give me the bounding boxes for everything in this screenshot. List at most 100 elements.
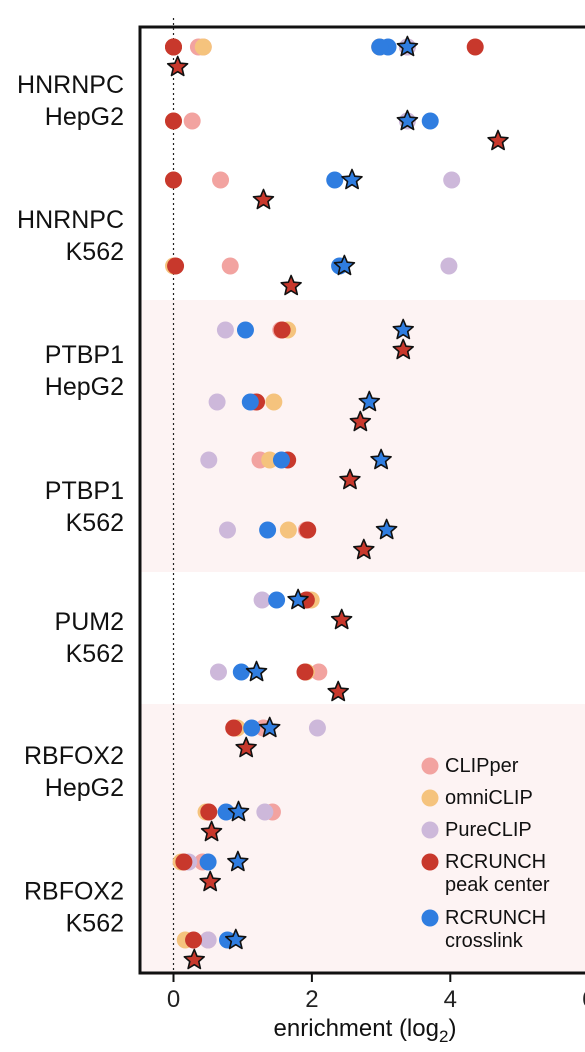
legend-label: RCRUNCH [445,851,546,873]
row-label-protein: RBFOX2 [24,742,124,770]
dot-marker-rcrunch [175,853,193,871]
x-axis-label: enrichment (log2) [274,1015,457,1046]
star-marker-rcrunch-crosslink [333,254,356,276]
star-marker-rcrunch-peak-center [330,608,353,630]
legend-label-line2: crosslink [445,930,524,952]
x-tick-label: 2 [305,986,318,1013]
dot-marker-rcrunch [296,663,314,681]
star-marker-rcrunch-peak-center [200,820,223,842]
row-label-cellline: K562 [66,910,124,938]
legend-label-line2: peak center [445,874,550,896]
dot-marker-pureclip [208,393,226,411]
dot-marker-clipper [212,171,230,189]
x-tick-label: 4 [444,986,457,1013]
dot-marker-rcrunch [165,38,182,56]
dot-marker-pureclip [253,591,271,609]
star-marker-rcrunch-peak-center [280,274,302,296]
dot-marker-rcrunch [225,719,243,737]
row-label-protein: PUM2 [55,608,124,636]
dot-marker-pureclip [209,663,227,681]
dot-marker-rcrunch [259,521,277,539]
dot-marker-rcrunch [200,803,218,821]
row-labels: HNRNPC HepG2 HNRNPC K562 PTBP1 HepG2 PTBP1 K562… [17,71,124,938]
star-marker-rcrunch-peak-center [327,680,349,702]
legend-label: omniCLIP [445,787,533,809]
star-marker-rcrunch-crosslink [225,928,247,950]
dot-marker-rcrunch [165,112,182,130]
dot-marker-pureclip [216,321,234,339]
dot-marker-rcrunch [232,663,250,681]
dot-marker-rcrunch [243,719,261,737]
legend-marker [421,909,439,927]
dot-marker-pureclip [199,931,217,949]
plot-frame [138,25,585,975]
star-marker-rcrunch-crosslink [358,390,381,412]
dot-marker-pureclip [256,803,274,821]
dot-marker-clipper [221,257,239,275]
x-tick-label: 6 [582,986,585,1013]
row-label-protein: PTBP1 [45,477,124,505]
dot-marker-rcrunch [185,931,203,949]
row-label-protein: PTBP1 [45,341,124,369]
legend-marker [421,789,439,807]
dot-marker-rcrunch [217,803,235,821]
dot-marker-omniclip [265,393,283,411]
star-marker-rcrunch-peak-center [349,410,372,432]
row-label-protein: HNRNPC [17,71,124,99]
star-marker-rcrunch-peak-center [353,538,375,560]
star-marker-rcrunch-crosslink [396,35,419,57]
x-tick-label: 0 [167,986,180,1013]
dot-marker-rcrunch [165,171,182,189]
star-marker-rcrunch-peak-center [183,948,205,970]
row-label-cellline: K562 [66,238,124,266]
dot-marker-rcrunch [421,112,439,130]
star-marker-rcrunch-peak-center [339,468,361,490]
row-label-cellline: K562 [66,640,124,668]
row-label-cellline: HepG2 [45,774,124,802]
star-marker-rcrunch-peak-center [252,188,275,210]
dot-marker-pureclip [200,451,218,469]
star-marker-rcrunch-peak-center [487,129,509,151]
dot-marker-rcrunch [272,451,290,469]
legend-marker [421,821,439,839]
star-marker-rcrunch-crosslink [375,518,398,540]
star-marker-rcrunch-crosslink [396,109,419,131]
dot-marker-pureclip [440,257,458,275]
row-label-protein: RBFOX2 [24,878,124,906]
dot-marker-rcrunch [236,321,254,339]
star-marker-rcrunch-crosslink [287,588,309,610]
dot-marker-pureclip [218,521,236,539]
star-marker-rcrunch-crosslink [227,800,250,822]
dot-marker-omniclip [261,451,279,469]
dot-marker-clipper [310,663,328,681]
dot-marker-clipper [183,112,201,130]
x-axis-ticks: 0 2 4 6 [167,973,585,1013]
dot-marker-rcrunch [241,393,259,411]
dot-marker-omniclip [194,38,212,56]
dot-marker-rcrunch [268,591,286,609]
row-label-cellline: HepG2 [45,373,124,401]
star-marker-rcrunch-crosslink [370,448,392,470]
legend-label: CLIPper [445,755,519,777]
star-marker-rcrunch-peak-center [199,870,221,892]
star-marker-rcrunch-crosslink [245,660,268,682]
star-marker-rcrunch-peak-center [392,338,414,360]
dot-marker-rcrunch [371,38,389,56]
group-backgrounds [140,300,585,975]
dot-marker-rcrunch [326,171,344,189]
data-points [165,35,509,970]
dot-marker-rcrunch [199,853,217,871]
dot-marker-rcrunch [273,321,291,339]
dot-marker-omniclip [279,521,297,539]
star-marker-rcrunch-peak-center [235,736,257,758]
dot-marker-pureclip [308,719,326,737]
legend-label: PureCLIP [445,819,532,841]
dot-marker-rcrunch [167,257,185,275]
dot-marker-rcrunch [466,38,484,56]
star-marker-rcrunch-crosslink [258,716,281,738]
star-marker-rcrunch-crosslink [341,168,363,190]
star-marker-rcrunch-peak-center [166,55,189,77]
dot-marker-pureclip [443,171,461,189]
legend-marker [421,853,439,871]
